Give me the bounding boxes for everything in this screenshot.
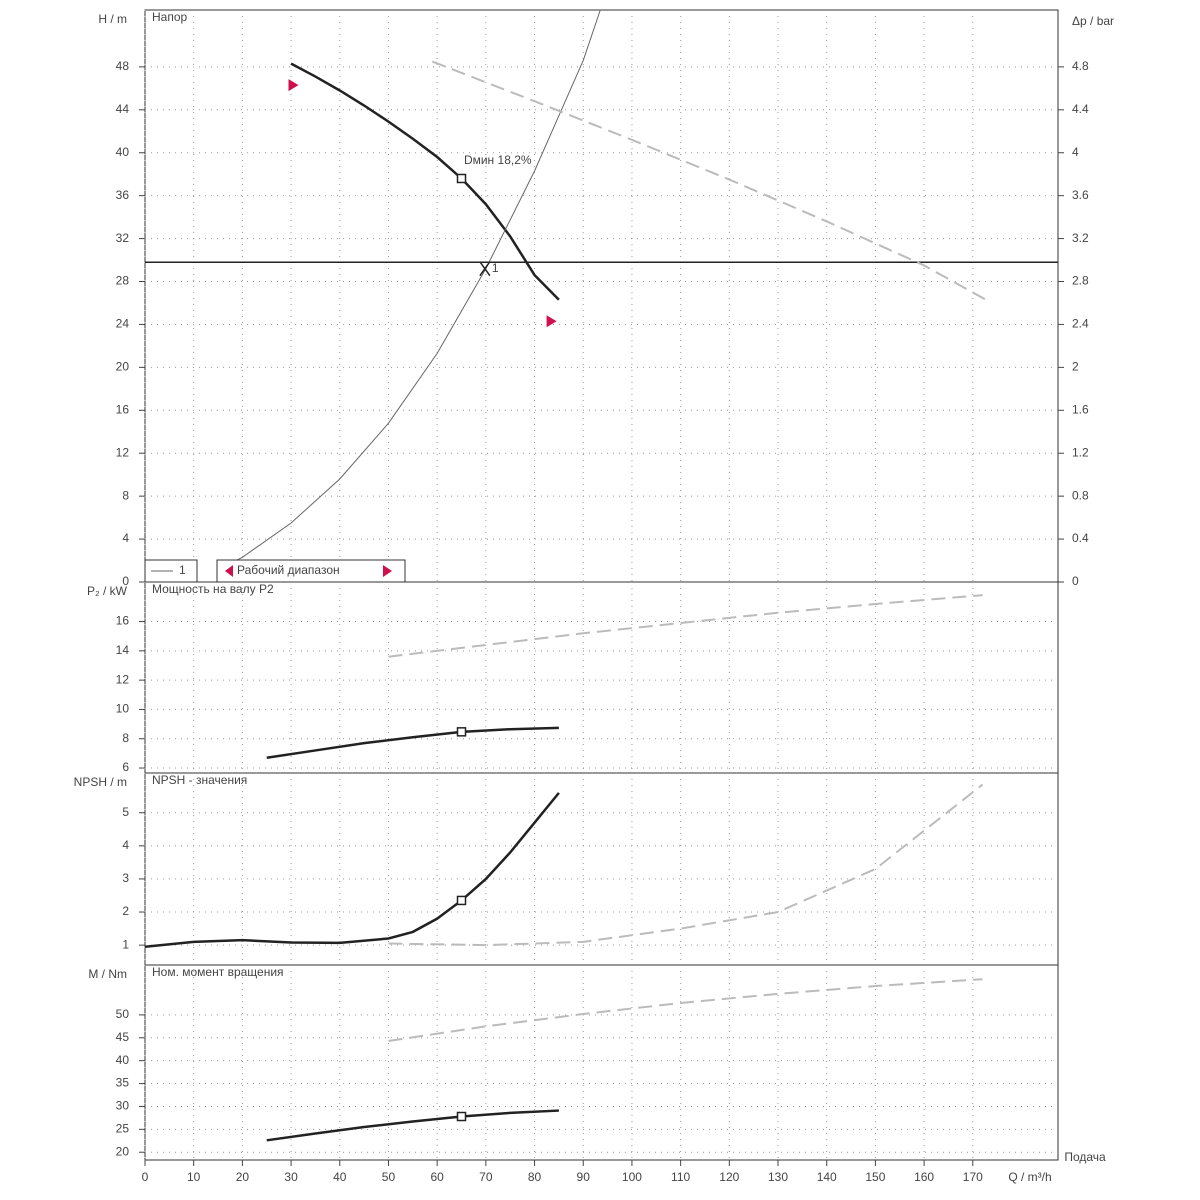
y-tick-label: 16 (116, 402, 130, 416)
y2-tick-label: 1.2 (1072, 445, 1089, 459)
y-tick-label: 32 (116, 231, 130, 245)
curve (266, 726, 559, 760)
x-tick-label: 0 (142, 1170, 149, 1184)
curve (431, 60, 991, 303)
x-tick-label: 140 (817, 1170, 837, 1184)
curve (388, 783, 984, 947)
y-tick-label: 12 (116, 672, 130, 686)
y-axis-label: P₂ / kW (87, 584, 128, 598)
legend-label: Рабочий диапазон (237, 563, 340, 577)
y-tick-label: 2 (122, 904, 129, 918)
y-tick-label: 10 (116, 702, 130, 716)
legend-label: 1 (179, 563, 186, 577)
y-tick-label: 25 (116, 1122, 130, 1136)
y-tick-label: 4 (122, 838, 129, 852)
annotation: Dмин 18,2% (464, 153, 532, 167)
y2-tick-label: 4.4 (1072, 102, 1089, 116)
y2-tick-label: 2.4 (1072, 317, 1089, 331)
x-tick-label: 100 (622, 1170, 642, 1184)
x-tick-label: 10 (187, 1170, 201, 1184)
y-tick-label: 20 (116, 360, 130, 374)
y-tick-label: 1 (122, 937, 129, 951)
x-axis-title: Подача (1064, 1150, 1106, 1164)
x-tick-label: 150 (865, 1170, 885, 1184)
y-tick-label: 14 (116, 643, 130, 657)
y-tick-label: 35 (116, 1076, 130, 1090)
y-tick-label: 8 (122, 488, 129, 502)
y-tick-label: 3 (122, 871, 129, 885)
y2-tick-label: 4.8 (1072, 59, 1089, 73)
x-tick-label: 130 (768, 1170, 788, 1184)
panel-title: Мощность на валу P2 (152, 582, 274, 596)
x-tick-label: 110 (671, 1170, 690, 1184)
y-tick-label: 16 (116, 614, 130, 628)
x-tick-label: 30 (284, 1170, 298, 1184)
y-tick-label: 20 (116, 1144, 130, 1158)
y-axis-label: M / Nm (88, 967, 127, 981)
y2-tick-label: 2.8 (1072, 274, 1089, 288)
y-tick-label: 28 (116, 274, 130, 288)
x-tick-label: 70 (479, 1170, 493, 1184)
curve (227, 9, 601, 566)
x-tick-label: 170 (963, 1170, 983, 1184)
legend-marker (383, 565, 392, 577)
y2-axis-label: Δp / bar (1072, 14, 1114, 28)
curve (388, 978, 983, 1042)
x-tick-label: 40 (333, 1170, 347, 1184)
x-tick-label: 90 (577, 1170, 591, 1184)
y-tick-label: 8 (122, 731, 129, 745)
y-tick-label: 36 (116, 188, 130, 202)
y-tick-label: 4 (122, 531, 129, 545)
y-axis-label: NPSH / m (74, 775, 127, 789)
y-tick-label: 5 (122, 805, 129, 819)
operating-point (456, 895, 467, 906)
y2-tick-label: 0.8 (1072, 488, 1089, 502)
duty-point-label: 1 (492, 261, 499, 275)
operating-point (456, 727, 467, 737)
y2-tick-label: 1.6 (1072, 402, 1089, 416)
x-tick-label: 60 (430, 1170, 444, 1184)
x-tick-label: 50 (382, 1170, 396, 1184)
curve (144, 792, 560, 949)
y-tick-label: 24 (116, 317, 130, 331)
curve (290, 62, 560, 301)
panel-title: Ном. момент вращения (152, 965, 284, 979)
y2-tick-label: 0 (1072, 574, 1079, 588)
y-tick-label: 45 (116, 1030, 130, 1044)
x-tick-label: 20 (236, 1170, 250, 1184)
x-tick-label: 120 (719, 1170, 739, 1184)
legend-marker (225, 565, 233, 577)
y-axis-label: H / m (98, 12, 127, 26)
y-tick-label: 0 (122, 574, 129, 588)
x-tick-label: 160 (914, 1170, 934, 1184)
y-tick-label: 40 (116, 145, 130, 159)
y-tick-label: 30 (116, 1099, 130, 1113)
curve (388, 594, 983, 658)
operating-point (456, 173, 467, 184)
panel-frame (144, 964, 1059, 1161)
y-tick-label: 6 (122, 760, 129, 774)
duty-point (479, 261, 491, 277)
y2-tick-label: 3.2 (1072, 231, 1089, 245)
range-marker (546, 315, 557, 328)
y-tick-label: 12 (116, 445, 130, 459)
curve (266, 1109, 559, 1142)
panel-title: NPSH - значения (152, 773, 247, 787)
y-tick-label: 44 (116, 102, 130, 116)
range-marker (288, 79, 299, 92)
y-tick-label: 50 (116, 1007, 130, 1021)
y-tick-label: 40 (116, 1053, 130, 1067)
operating-point (456, 1111, 467, 1122)
y-tick-label: 48 (116, 59, 130, 73)
y2-tick-label: 2 (1072, 360, 1079, 374)
panel-frame (144, 772, 1059, 966)
panel-title: Напор (152, 10, 188, 24)
x-axis-label: Q / m³/h (1008, 1170, 1051, 1184)
x-tick-label: 80 (528, 1170, 542, 1184)
y2-tick-label: 3.6 (1072, 188, 1089, 202)
panel-frame (144, 581, 1059, 774)
y2-tick-label: 4 (1072, 145, 1079, 159)
y2-tick-label: 0.4 (1072, 531, 1089, 545)
